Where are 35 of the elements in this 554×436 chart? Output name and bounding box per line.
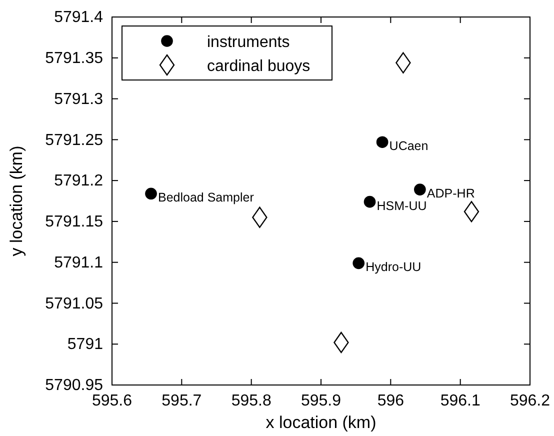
x-tick-label: 595.9 — [300, 392, 342, 410]
y-tick-label: 5791.05 — [45, 295, 104, 312]
annotation: ADP-HR — [426, 186, 475, 201]
point — [396, 52, 411, 74]
x-tick-label: 596.2 — [510, 392, 550, 410]
x-tick-label: 596.1 — [440, 392, 480, 410]
y-tick-label: 5791.15 — [45, 214, 104, 231]
annotation: HSM-UU — [376, 198, 427, 213]
annotation: Hydro-UU — [366, 260, 422, 274]
point — [252, 206, 268, 228]
legend-label: cardinal buoys — [207, 58, 310, 75]
x-axis-title: x location (km) — [266, 413, 376, 432]
y-tick-label: 5791.3 — [54, 90, 104, 108]
y-tick-label: 5791.35 — [45, 50, 104, 68]
y-tick-label: 5791.25 — [45, 132, 104, 149]
legend-label: instruments — [207, 34, 290, 51]
point — [145, 188, 157, 200]
point — [376, 136, 388, 148]
y-tick-label: 5791.2 — [54, 172, 104, 190]
x-tick-label: 595.7 — [162, 392, 202, 410]
y-axis-title: y location (km) — [7, 146, 26, 256]
x-tick-label: 596 — [377, 392, 404, 410]
point — [364, 196, 376, 208]
y-tick-label: 5791 — [67, 336, 104, 354]
point — [414, 184, 426, 196]
y-tick-label: 5790.95 — [45, 377, 104, 394]
x-tick-label: 595.8 — [231, 392, 272, 410]
x-tick-label: 595.6 — [92, 392, 132, 410]
y-tick-label: 5791.4 — [54, 9, 104, 26]
annotation: UCaen — [389, 139, 428, 154]
annotation: Bedload Sampler — [158, 190, 254, 205]
point — [334, 332, 349, 354]
point — [464, 201, 480, 222]
point — [352, 257, 365, 270]
y-tick-label: 5791.1 — [54, 254, 104, 272]
